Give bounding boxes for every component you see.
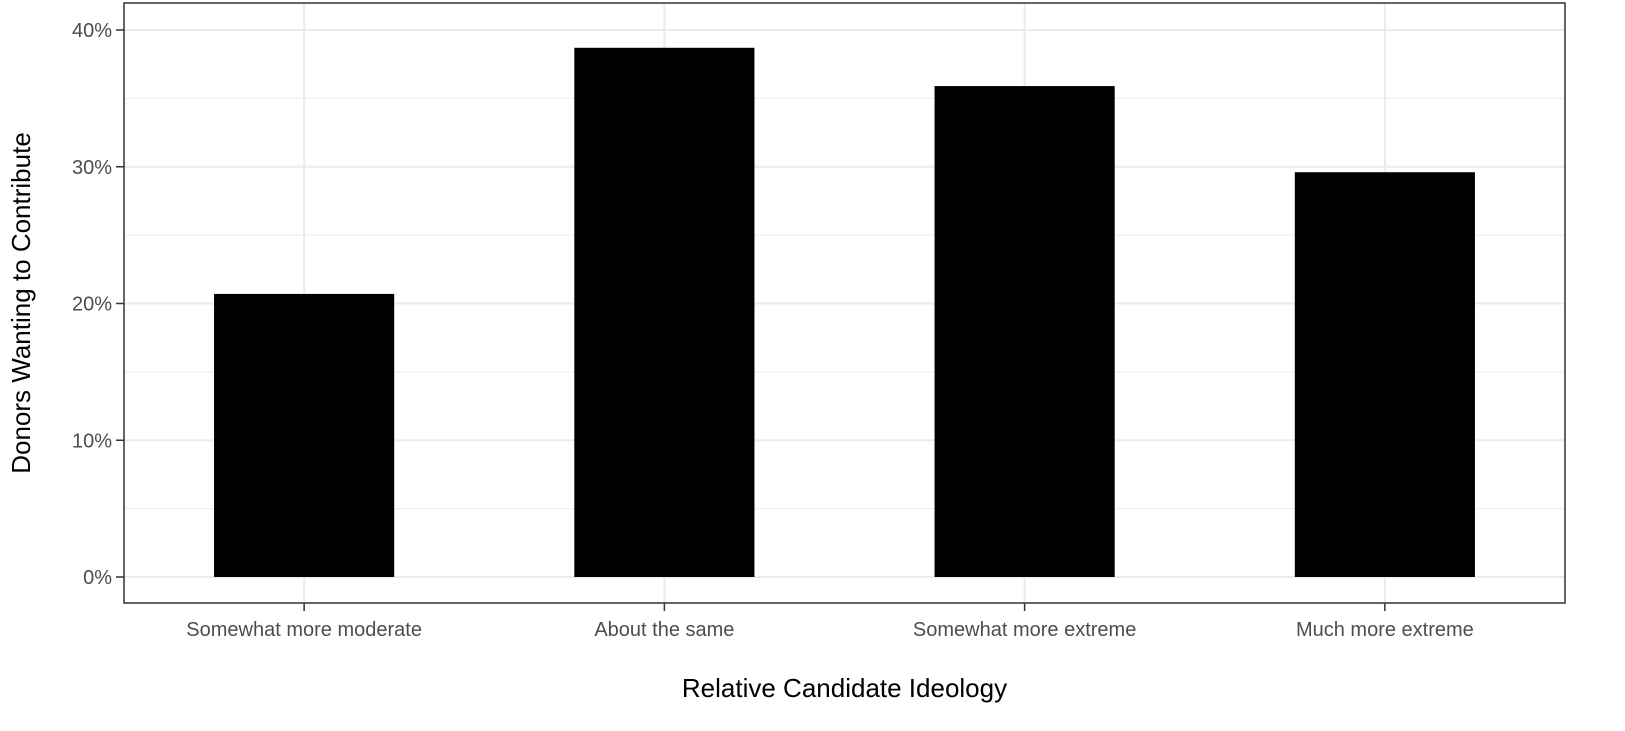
y-axis-title: Donors Wanting to Contribute [6, 132, 36, 474]
y-tick-label: 40% [72, 20, 112, 42]
y-axis: 0% 10% 20% 30% 40% [72, 20, 124, 589]
x-tick-label: Much more extreme [1296, 619, 1474, 641]
x-axis-title: Relative Candidate Ideology [682, 673, 1007, 703]
bar [214, 293, 395, 577]
bar [574, 47, 755, 577]
x-axis: Somewhat more moderate About the same Some… [186, 603, 1474, 641]
x-tick-label: About the same [594, 619, 734, 641]
y-tick-label: 30% [72, 157, 112, 179]
bar [1294, 172, 1475, 577]
y-tick-label: 0% [83, 567, 112, 589]
y-tick-label: 10% [72, 430, 112, 452]
bars [214, 47, 1475, 577]
bar [934, 86, 1115, 577]
y-tick-label: 20% [72, 294, 112, 316]
x-tick-label: Somewhat more extreme [913, 619, 1136, 641]
x-tick-label: Somewhat more moderate [186, 619, 422, 641]
